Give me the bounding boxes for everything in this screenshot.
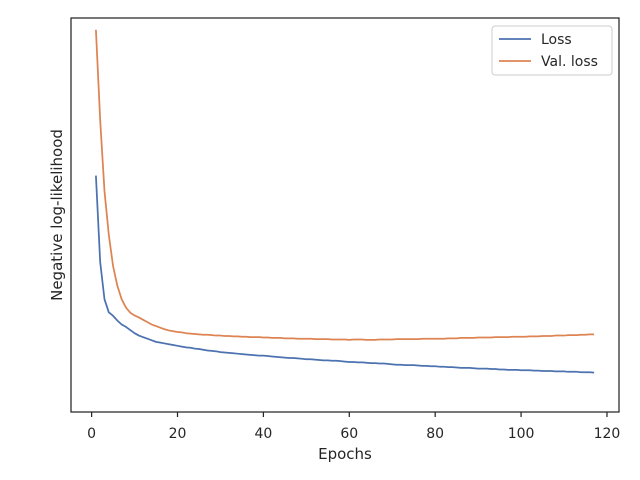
legend-label-val-loss: Val. loss — [541, 54, 598, 70]
y-axis-label: Negative log-likelihood — [48, 129, 66, 301]
x-tick-label: 120 — [594, 426, 621, 442]
x-axis-label: Epochs — [318, 445, 372, 463]
x-tick-label: 20 — [169, 426, 187, 442]
x-tick-label: 40 — [254, 426, 272, 442]
x-tick-label: 80 — [426, 426, 444, 442]
x-axis-ticks: 0 20 40 60 80 100 120 — [87, 412, 620, 442]
series-layer — [95, 29, 595, 374]
legend-label-loss: Loss — [541, 32, 572, 48]
series-line-loss — [95, 175, 595, 374]
plot-area — [71, 18, 619, 412]
series-line-val-loss — [95, 29, 595, 341]
legend: Loss Val. loss — [491, 25, 613, 76]
x-tick-label: 100 — [508, 426, 535, 442]
x-tick-label: 60 — [340, 426, 358, 442]
plot-frame — [70, 17, 620, 413]
x-tick-label: 0 — [87, 426, 96, 442]
